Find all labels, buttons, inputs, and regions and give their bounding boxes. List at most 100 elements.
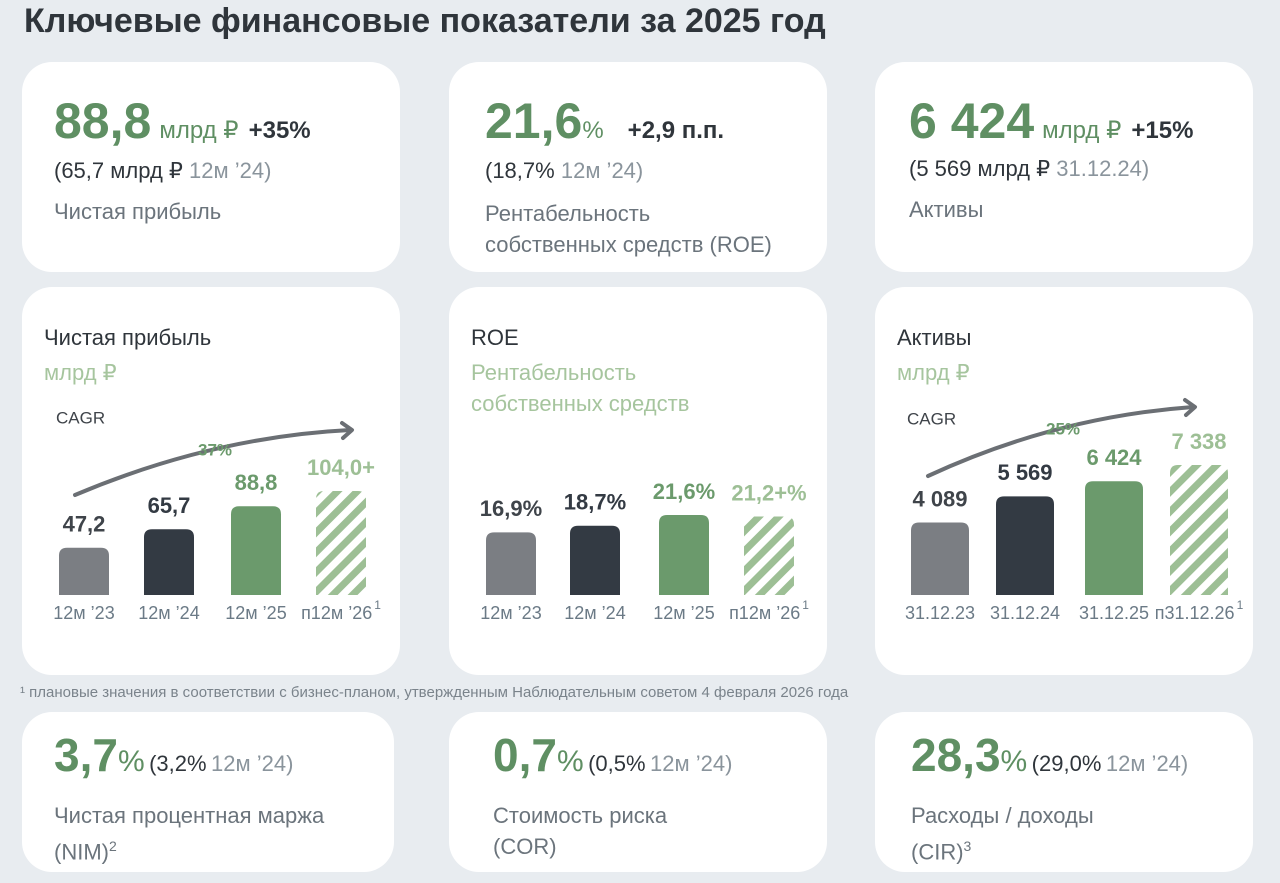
metric-label: Расходы / доходы (CIR) xyxy=(911,803,1094,865)
category: 31.12.23 xyxy=(905,603,975,623)
metric-prev-period: 12м ’24) xyxy=(1105,751,1189,776)
kpi-prev: (18,7% xyxy=(485,158,555,183)
kpi-prev-period: 12м ’24) xyxy=(189,158,272,183)
category: 12м ’24 xyxy=(564,603,625,623)
arrow-head xyxy=(1183,398,1197,417)
chart-title: Активы xyxy=(897,325,972,350)
kpi-label: Рентабельность собственных средств (ROE) xyxy=(485,201,772,257)
metric-card: 3,7% (3,2% 12м ’24) Чистая процентная ма… xyxy=(22,712,394,872)
category: 12м ’24 xyxy=(138,603,199,623)
metric-value: 0,7 xyxy=(493,729,557,781)
category: 31.12.25 xyxy=(1079,603,1149,623)
category: 12м ’23 xyxy=(480,603,541,623)
metric-note: 3 xyxy=(963,838,972,854)
metric-unit: % xyxy=(556,745,584,778)
value-label: 65,7 xyxy=(148,493,191,518)
chart-title: ROE xyxy=(471,325,519,350)
kpi-change: +15% xyxy=(1131,117,1194,144)
kpi-value: 21,6 xyxy=(485,93,583,149)
chart: 16,9% 12м ’23 18,7% 12м ’24 21,6% 12м ’25 21,2… xyxy=(480,479,809,623)
cagr-label: CAGR xyxy=(907,409,956,428)
metric-label-box: Расходы / доходы (CIR)3 xyxy=(911,800,1151,867)
kpi-unit: млрд ₽ xyxy=(1042,117,1122,144)
kpi-prev-period: 31.12.24) xyxy=(1056,156,1150,181)
cagr-value: 25% xyxy=(1046,419,1080,438)
metric-prev: (29,0% xyxy=(1031,751,1102,776)
x-tick-label: 12м ’24 xyxy=(138,603,199,623)
category: 12м ’23 xyxy=(53,603,114,623)
kpi-change: +35% xyxy=(248,117,311,144)
kpi-prev-line: (5 569 млрд ₽ 31.12.24) xyxy=(909,156,1149,182)
value-label: 88,8 xyxy=(235,470,278,495)
x-tick-label: 12м ’23 xyxy=(53,603,114,623)
metric-prev-period: 12м ’24) xyxy=(211,751,294,776)
bar xyxy=(996,496,1054,595)
category: 31.12.24 xyxy=(990,603,1060,623)
kpi-card: 88,8 млрд ₽ +35% (65,7 млрд ₽ 12м ’24) Чис… xyxy=(22,62,400,272)
metric-unit: % xyxy=(117,745,145,778)
kpi-prev-period: 12м ’24) xyxy=(560,158,644,183)
value-label: 7 338 xyxy=(1171,429,1226,454)
metric-label: Чистая процентная маржа (NIM) xyxy=(54,803,325,865)
metric-line: 3,7% (3,2% 12м ’24) xyxy=(54,728,293,782)
value-label: 21,6% xyxy=(653,479,715,504)
metric-card: 0,7% (0,5% 12м ’24) Стоимость риска (COR… xyxy=(449,712,827,872)
category: 12м ’25 xyxy=(653,603,714,623)
kpi-prev-line: (18,7% 12м ’24) xyxy=(485,158,643,184)
value-label: 4 089 xyxy=(912,486,967,511)
kpi-line: 88,8 млрд ₽ +35% xyxy=(54,92,311,150)
metric-line: 28,3% (29,0% 12м ’24) xyxy=(911,728,1188,782)
value-label: 5 569 xyxy=(997,460,1052,485)
chart-title: Чистая прибыль xyxy=(44,325,212,350)
x-tick-label: п31.12.26 1 xyxy=(1155,598,1244,623)
kpi-label: Чистая прибыль xyxy=(54,199,222,224)
category: п31.12.26 xyxy=(1155,603,1235,623)
kpi-line: 6 424 млрд ₽ +15% xyxy=(909,92,1193,150)
chart-subtitle: млрд ₽ xyxy=(897,360,970,385)
category-note: 1 xyxy=(802,598,809,612)
value-label: 104,0+ xyxy=(307,455,375,480)
x-tick-label: 12м ’25 xyxy=(653,603,714,623)
metric-label: Стоимость риска (COR) xyxy=(493,803,668,859)
chart: 4 089 31.12.23 5 569 31.12.24 6 424 31.12.25 7… xyxy=(905,398,1244,623)
value-label: 18,7% xyxy=(564,490,626,515)
value-label: 6 424 xyxy=(1086,445,1142,470)
category-note: 1 xyxy=(1237,598,1244,612)
x-tick-label: 31.12.24 xyxy=(990,603,1060,623)
metric-value: 28,3 xyxy=(911,729,1001,781)
kpi-card: 21,6% +2,9 п.п. (18,7% 12м ’24) Рентабель… xyxy=(449,62,827,272)
bar xyxy=(1170,465,1228,595)
metric-card: 28,3% (29,0% 12м ’24) Расходы / доходы (… xyxy=(875,712,1253,872)
kpi-prev: (5 569 млрд ₽ xyxy=(909,156,1051,181)
metric-prev: (3,2% xyxy=(149,751,207,776)
kpi-value: 6 424 xyxy=(909,93,1035,149)
chart-subtitle: Рентабельность собственных средств xyxy=(471,360,690,416)
metric-label-box: Чистая процентная маржа (NIM)2 xyxy=(54,800,384,867)
metric-value: 3,7 xyxy=(54,729,118,781)
category: 12м ’25 xyxy=(225,603,286,623)
metric-prev: (0,5% xyxy=(588,751,646,776)
cagr-label: CAGR xyxy=(56,408,105,427)
bar xyxy=(911,522,969,595)
chart-card: 4 089 31.12.23 5 569 31.12.24 6 424 31.12.25 7… xyxy=(875,287,1253,675)
kpi-prev-line: (65,7 млрд ₽ 12м ’24) xyxy=(54,158,271,184)
x-tick-label: п12м ’26 1 xyxy=(301,598,381,623)
category-note: 1 xyxy=(374,598,381,612)
value-label: 47,2 xyxy=(63,512,106,537)
category: п12м ’26 xyxy=(729,603,800,623)
bar xyxy=(59,547,109,595)
bar xyxy=(744,516,794,595)
kpi-label: Активы xyxy=(909,197,984,222)
x-tick-label: 12м ’24 xyxy=(564,603,625,623)
bar xyxy=(144,529,194,595)
kpi-card: 6 424 млрд ₽ +15% (5 569 млрд ₽ 31.12.24) … xyxy=(875,62,1253,272)
bar xyxy=(659,515,709,595)
kpi-unit: млрд ₽ xyxy=(159,117,239,144)
metric-note: 2 xyxy=(108,838,117,854)
x-tick-label: 31.12.23 xyxy=(905,603,975,623)
x-tick-label: 12м ’23 xyxy=(480,603,541,623)
metric-prev-period: 12м ’24) xyxy=(650,751,733,776)
cagr-arrow xyxy=(73,428,352,497)
metric-unit: % xyxy=(1000,745,1028,778)
kpi-unit: % xyxy=(582,117,604,144)
